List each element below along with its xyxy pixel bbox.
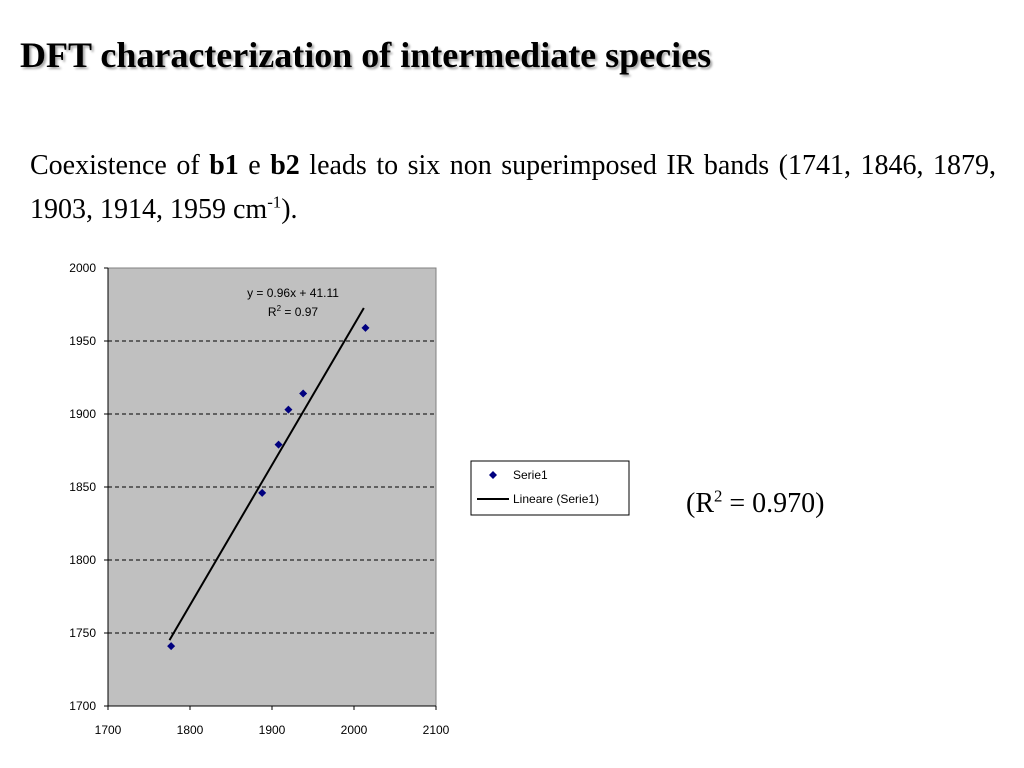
x-tick-label: 1800 (177, 723, 204, 737)
r2-label-suffix: = 0.97 (281, 305, 318, 319)
r2-note-sup: 2 (714, 486, 723, 506)
legend: Serie1 Lineare (Serie1) (470, 460, 630, 516)
data-point-5 (299, 389, 308, 398)
x-tick-label: 2000 (341, 723, 368, 737)
r2-note-suffix: = 0.970) (722, 488, 825, 519)
y-tick-label: 1950 (69, 334, 96, 348)
y-tick-label: 1850 (69, 480, 96, 494)
data-point-4 (284, 405, 293, 414)
x-tick-label: 2100 (423, 723, 450, 737)
r2-label-prefix: R (268, 305, 277, 319)
r2-note-prefix: (R (686, 488, 714, 519)
y-tick-label: 1700 (69, 699, 96, 713)
text-superscript: -1 (267, 192, 282, 212)
body-paragraph: Coexistence of b1 e b2 leads to six non … (30, 144, 996, 232)
equation-label: y = 0.96x + 41.11 (247, 286, 339, 300)
y-tick-label: 2000 (69, 261, 96, 275)
text-rest: leads to six non superimposed IR bands (… (30, 150, 996, 225)
legend-marker-serie1 (489, 471, 497, 479)
text-e: e (238, 150, 271, 181)
data-point-1 (167, 642, 176, 651)
slide-title: DFT characterization of intermediate spe… (20, 35, 712, 75)
legend-label-trendline: Lineare (Serie1) (513, 492, 599, 506)
y-tick-label: 1900 (69, 407, 96, 421)
x-tick-label: 1900 (259, 723, 286, 737)
text-b1: b1 (209, 150, 239, 181)
trendline (168, 307, 365, 641)
data-point-3 (274, 440, 283, 449)
data-point-6 (361, 323, 370, 332)
x-tick-label: 1700 (95, 723, 122, 737)
r2-label-sup: 2 (277, 304, 282, 313)
text-intro: Coexistence of (30, 150, 210, 181)
r2-label: R2 = 0.97 (268, 304, 318, 319)
y-tick-label: 1800 (69, 553, 96, 567)
plot-area: 1700 1750 1800 1850 1900 1950 2000 1700 1800 1900… (69, 261, 449, 737)
legend-box (470, 460, 630, 516)
data-point-2 (258, 488, 267, 497)
r2-note: (R2 = 0.970) (686, 488, 825, 520)
text-b2: b2 (270, 150, 300, 181)
text-end: ). (281, 194, 298, 225)
legend-label-serie1: Serie1 (513, 468, 548, 482)
y-tick-label: 1750 (69, 626, 96, 640)
